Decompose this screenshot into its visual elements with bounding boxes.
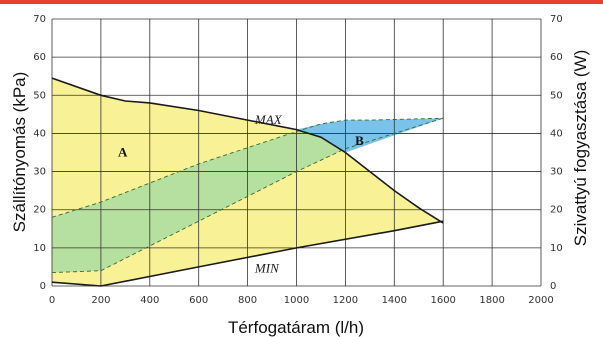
y2-tick-label: 10 bbox=[550, 243, 563, 254]
y-tick-label: 40 bbox=[33, 128, 46, 139]
y-tick-label: 50 bbox=[33, 90, 46, 101]
y-tick-label: 0 bbox=[40, 281, 46, 292]
x-tick-label: 600 bbox=[189, 295, 208, 306]
power-band-edges bbox=[51, 117, 444, 274]
max-curve-line bbox=[51, 77, 444, 224]
power-band-upper-edge bbox=[51, 117, 444, 218]
power-band-lower-edge bbox=[51, 117, 444, 274]
y-tick-label: 30 bbox=[33, 167, 46, 178]
x-tick-label: 400 bbox=[140, 295, 159, 306]
region-a-label: A bbox=[118, 144, 128, 159]
x-tick-label: 1000 bbox=[284, 295, 309, 306]
grid-lines bbox=[51, 18, 542, 287]
x-tick-label: 800 bbox=[238, 295, 257, 306]
y2-tick-label: 50 bbox=[550, 90, 563, 101]
min-curve-line bbox=[51, 220, 444, 287]
y-tick-label: 60 bbox=[33, 52, 46, 63]
max-curve-label: MAX bbox=[254, 112, 283, 127]
y2-tick-label: 0 bbox=[550, 281, 556, 292]
x-tick-label: 1200 bbox=[333, 295, 358, 306]
x-axis-title: Térfogatáram (l/h) bbox=[228, 318, 364, 337]
x-tick-label: 2000 bbox=[528, 295, 553, 306]
y-tick-label: 10 bbox=[33, 243, 46, 254]
y2-tick-labels: 0 10 20 30 40 50 60 70 bbox=[550, 14, 563, 292]
x-tick-label: 200 bbox=[91, 295, 110, 306]
region-b-label: B bbox=[355, 133, 364, 148]
x-tick-label: 0 bbox=[49, 295, 55, 306]
y-tick-label: 70 bbox=[33, 14, 46, 25]
y-tick-label: 20 bbox=[33, 205, 46, 216]
top-bar bbox=[0, 0, 603, 4]
y2-tick-label: 40 bbox=[550, 128, 563, 139]
y-axis-title: Szállítónyomás (kPa) bbox=[10, 72, 29, 233]
x-tick-label: 1800 bbox=[479, 295, 504, 306]
x-tick-labels: 0 200 400 600 800 1000 1200 1400 1600 1800 2000 bbox=[49, 295, 554, 306]
y2-tick-label: 70 bbox=[550, 14, 563, 25]
x-tick-label: 1600 bbox=[430, 295, 455, 306]
x-tick-label: 1400 bbox=[382, 295, 407, 306]
y2-tick-label: 60 bbox=[550, 52, 563, 63]
y2-tick-label: 20 bbox=[550, 205, 563, 216]
y2-tick-label: 30 bbox=[550, 167, 563, 178]
min-curve-label: MIN bbox=[254, 261, 280, 276]
y2-axis-title: Szivattyú fogyasztása (W) bbox=[571, 50, 590, 247]
y-tick-labels: 0 10 20 30 40 50 60 70 bbox=[33, 14, 46, 292]
